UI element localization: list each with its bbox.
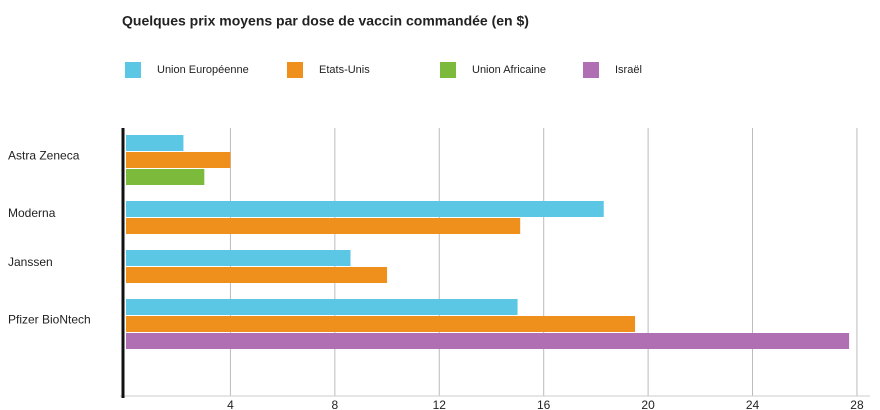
bar (126, 201, 604, 217)
chart-title: Quelques prix moyens par dose de vaccin … (122, 13, 529, 29)
bar (126, 250, 351, 266)
legend-swatch (125, 62, 141, 78)
bar (126, 267, 388, 283)
x-tick-label: 24 (746, 398, 760, 410)
x-tick-label: 28 (850, 398, 864, 410)
bar (126, 152, 231, 168)
x-tick-label: 4 (227, 398, 234, 410)
bar (126, 169, 205, 185)
y-tick-label: Astra Zeneca (8, 149, 80, 163)
bar (126, 135, 184, 151)
legend-swatch (287, 62, 303, 78)
legend-swatch (583, 62, 599, 78)
x-tick-label: 8 (331, 398, 338, 410)
y-tick-label: Moderna (8, 206, 56, 220)
x-tick-label: 16 (537, 398, 551, 410)
legend-label: Union Européenne (157, 64, 249, 76)
bar (126, 333, 850, 349)
bar (126, 218, 521, 234)
legend-swatch (440, 62, 456, 78)
x-tick-label: 12 (433, 398, 447, 410)
x-tick-label: 20 (641, 398, 655, 410)
y-tick-label: Janssen (8, 255, 53, 269)
bar (126, 299, 518, 315)
y-tick-label: Pfizer BioNtech (8, 313, 91, 327)
legend-label: Etats-Unis (319, 64, 370, 76)
legend-label: Israël (615, 64, 642, 76)
legend-label: Union Africaine (472, 64, 546, 76)
bar (126, 316, 636, 332)
